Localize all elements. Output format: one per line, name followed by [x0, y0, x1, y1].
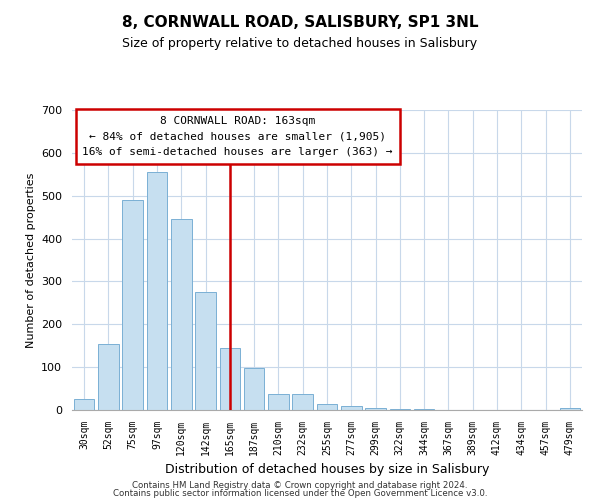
- Bar: [244, 368, 265, 410]
- Bar: [341, 406, 362, 410]
- Text: 8 CORNWALL ROAD: 163sqm
← 84% of detached houses are smaller (1,905)
16% of semi: 8 CORNWALL ROAD: 163sqm ← 84% of detache…: [83, 116, 393, 157]
- Text: 8, CORNWALL ROAD, SALISBURY, SP1 3NL: 8, CORNWALL ROAD, SALISBURY, SP1 3NL: [122, 15, 478, 30]
- Bar: [220, 348, 240, 410]
- Text: Size of property relative to detached houses in Salisbury: Size of property relative to detached ho…: [122, 38, 478, 51]
- Bar: [317, 404, 337, 410]
- Bar: [146, 172, 167, 410]
- Bar: [122, 200, 143, 410]
- Text: Contains public sector information licensed under the Open Government Licence v3: Contains public sector information licen…: [113, 488, 487, 498]
- Bar: [560, 408, 580, 410]
- Bar: [74, 400, 94, 410]
- Bar: [292, 394, 313, 410]
- Bar: [171, 220, 191, 410]
- Bar: [195, 292, 216, 410]
- Text: Contains HM Land Registry data © Crown copyright and database right 2024.: Contains HM Land Registry data © Crown c…: [132, 481, 468, 490]
- Bar: [98, 344, 119, 410]
- X-axis label: Distribution of detached houses by size in Salisbury: Distribution of detached houses by size …: [165, 464, 489, 476]
- Bar: [268, 394, 289, 410]
- Bar: [365, 408, 386, 410]
- Bar: [389, 409, 410, 410]
- Y-axis label: Number of detached properties: Number of detached properties: [26, 172, 35, 348]
- Bar: [414, 409, 434, 410]
